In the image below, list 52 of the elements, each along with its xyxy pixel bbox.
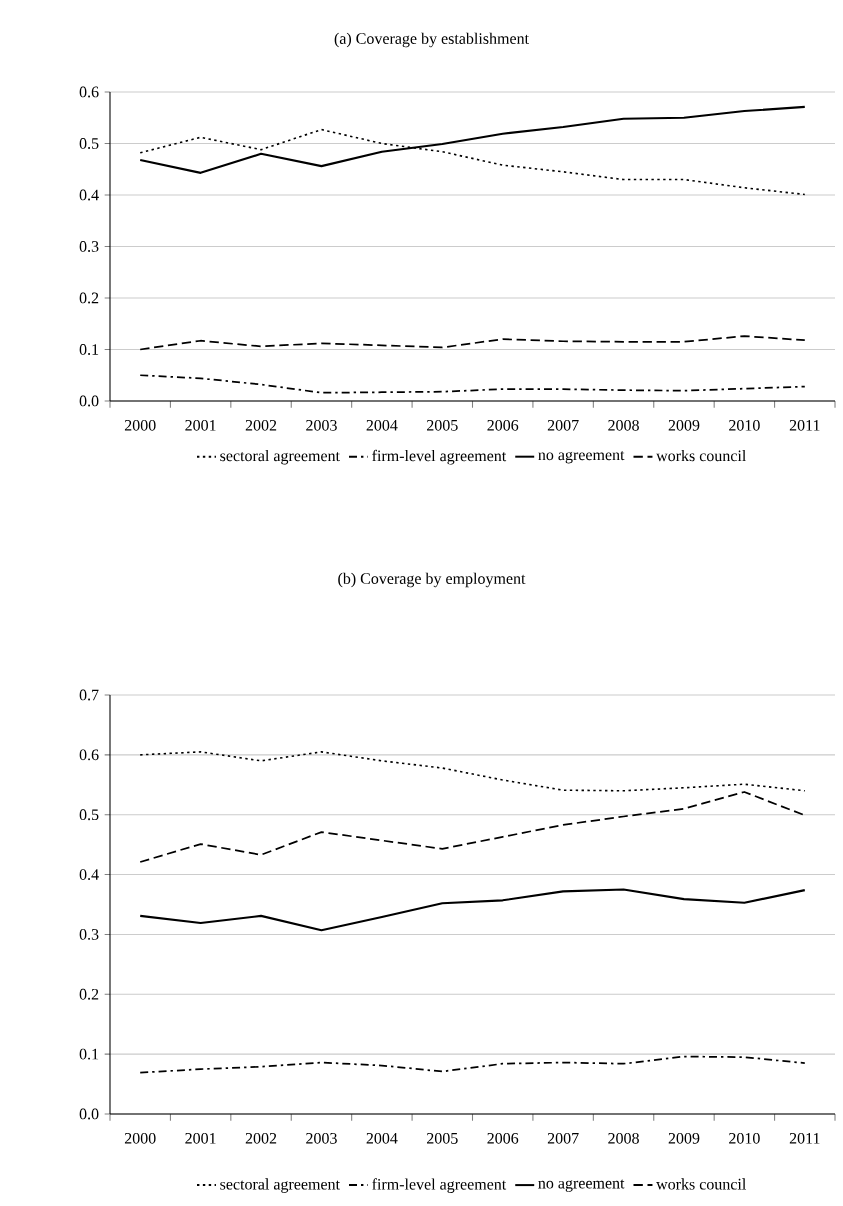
y-tick-label: 0.4 [79, 869, 99, 881]
x-tick-label: 2005 [427, 1132, 458, 1144]
y-tick-label: 0.5 [79, 138, 99, 149]
x-tick-label: 2010 [729, 419, 760, 431]
x-tick-label: 2005 [427, 419, 458, 431]
y-tick-label: 0.5 [79, 809, 99, 821]
x-tick-label: 2011 [789, 419, 820, 431]
y-tick-label: 0.1 [79, 344, 99, 355]
legend-label: sectoral agreement [220, 449, 340, 465]
x-tick-label: 2008 [608, 419, 639, 431]
x-tick-label: 2009 [668, 419, 700, 431]
x-tick-label: 2011 [789, 1132, 820, 1144]
legend-label: works council [656, 449, 746, 462]
y-tick-label: 0.7 [79, 689, 99, 701]
x-tick-label: 2009 [668, 1132, 700, 1144]
chart-title: (a) Coverage by establishment [334, 32, 529, 48]
y-tick-label: 0.3 [79, 928, 99, 940]
x-tick-label: 2002 [245, 419, 277, 431]
y-tick-label: 0.2 [79, 292, 99, 304]
x-tick-label: 2002 [245, 1132, 277, 1144]
x-tick-label: 2006 [487, 1132, 519, 1144]
x-tick-label: 2003 [306, 419, 337, 431]
y-tick-label: 0.0 [79, 395, 99, 407]
y-tick-label: 0.0 [79, 1108, 99, 1120]
x-tick-label: 2004 [366, 419, 398, 431]
y-tick-label: 0.6 [79, 86, 99, 98]
y-tick-label: 0.3 [79, 241, 99, 252]
x-tick-label: 2003 [306, 1132, 337, 1144]
x-tick-label: 2004 [366, 1132, 398, 1144]
line-series [139, 751, 806, 792]
legend-label: firm-level agreement [372, 449, 507, 465]
legend-label: no agreement [538, 1179, 625, 1192]
x-tick-label: 2007 [547, 419, 579, 431]
y-tick-label: 0.4 [79, 189, 99, 201]
line-series [139, 888, 806, 932]
x-tick-label: 2006 [487, 419, 519, 431]
line-series [139, 1055, 806, 1074]
legend-label: works council [656, 1178, 746, 1190]
x-tick-label: 2000 [124, 1132, 156, 1144]
legend-label: no agreement [538, 450, 625, 464]
legend-label: sectoral agreement [220, 1178, 340, 1193]
x-tick-label: 2001 [185, 1132, 216, 1144]
x-tick-label: 2010 [729, 1132, 760, 1144]
y-tick-label: 0.2 [79, 988, 99, 1000]
x-tick-label: 2007 [547, 1132, 579, 1144]
chart-title: (b) Coverage by employment [338, 572, 526, 588]
y-tick-label: 0.6 [79, 749, 99, 761]
legend-label: firm-level agreement [372, 1178, 507, 1193]
x-tick-label: 2001 [185, 419, 216, 431]
x-tick-label: 2000 [124, 419, 156, 431]
x-tick-label: 2008 [608, 1132, 639, 1144]
y-tick-label: 0.1 [79, 1048, 99, 1060]
